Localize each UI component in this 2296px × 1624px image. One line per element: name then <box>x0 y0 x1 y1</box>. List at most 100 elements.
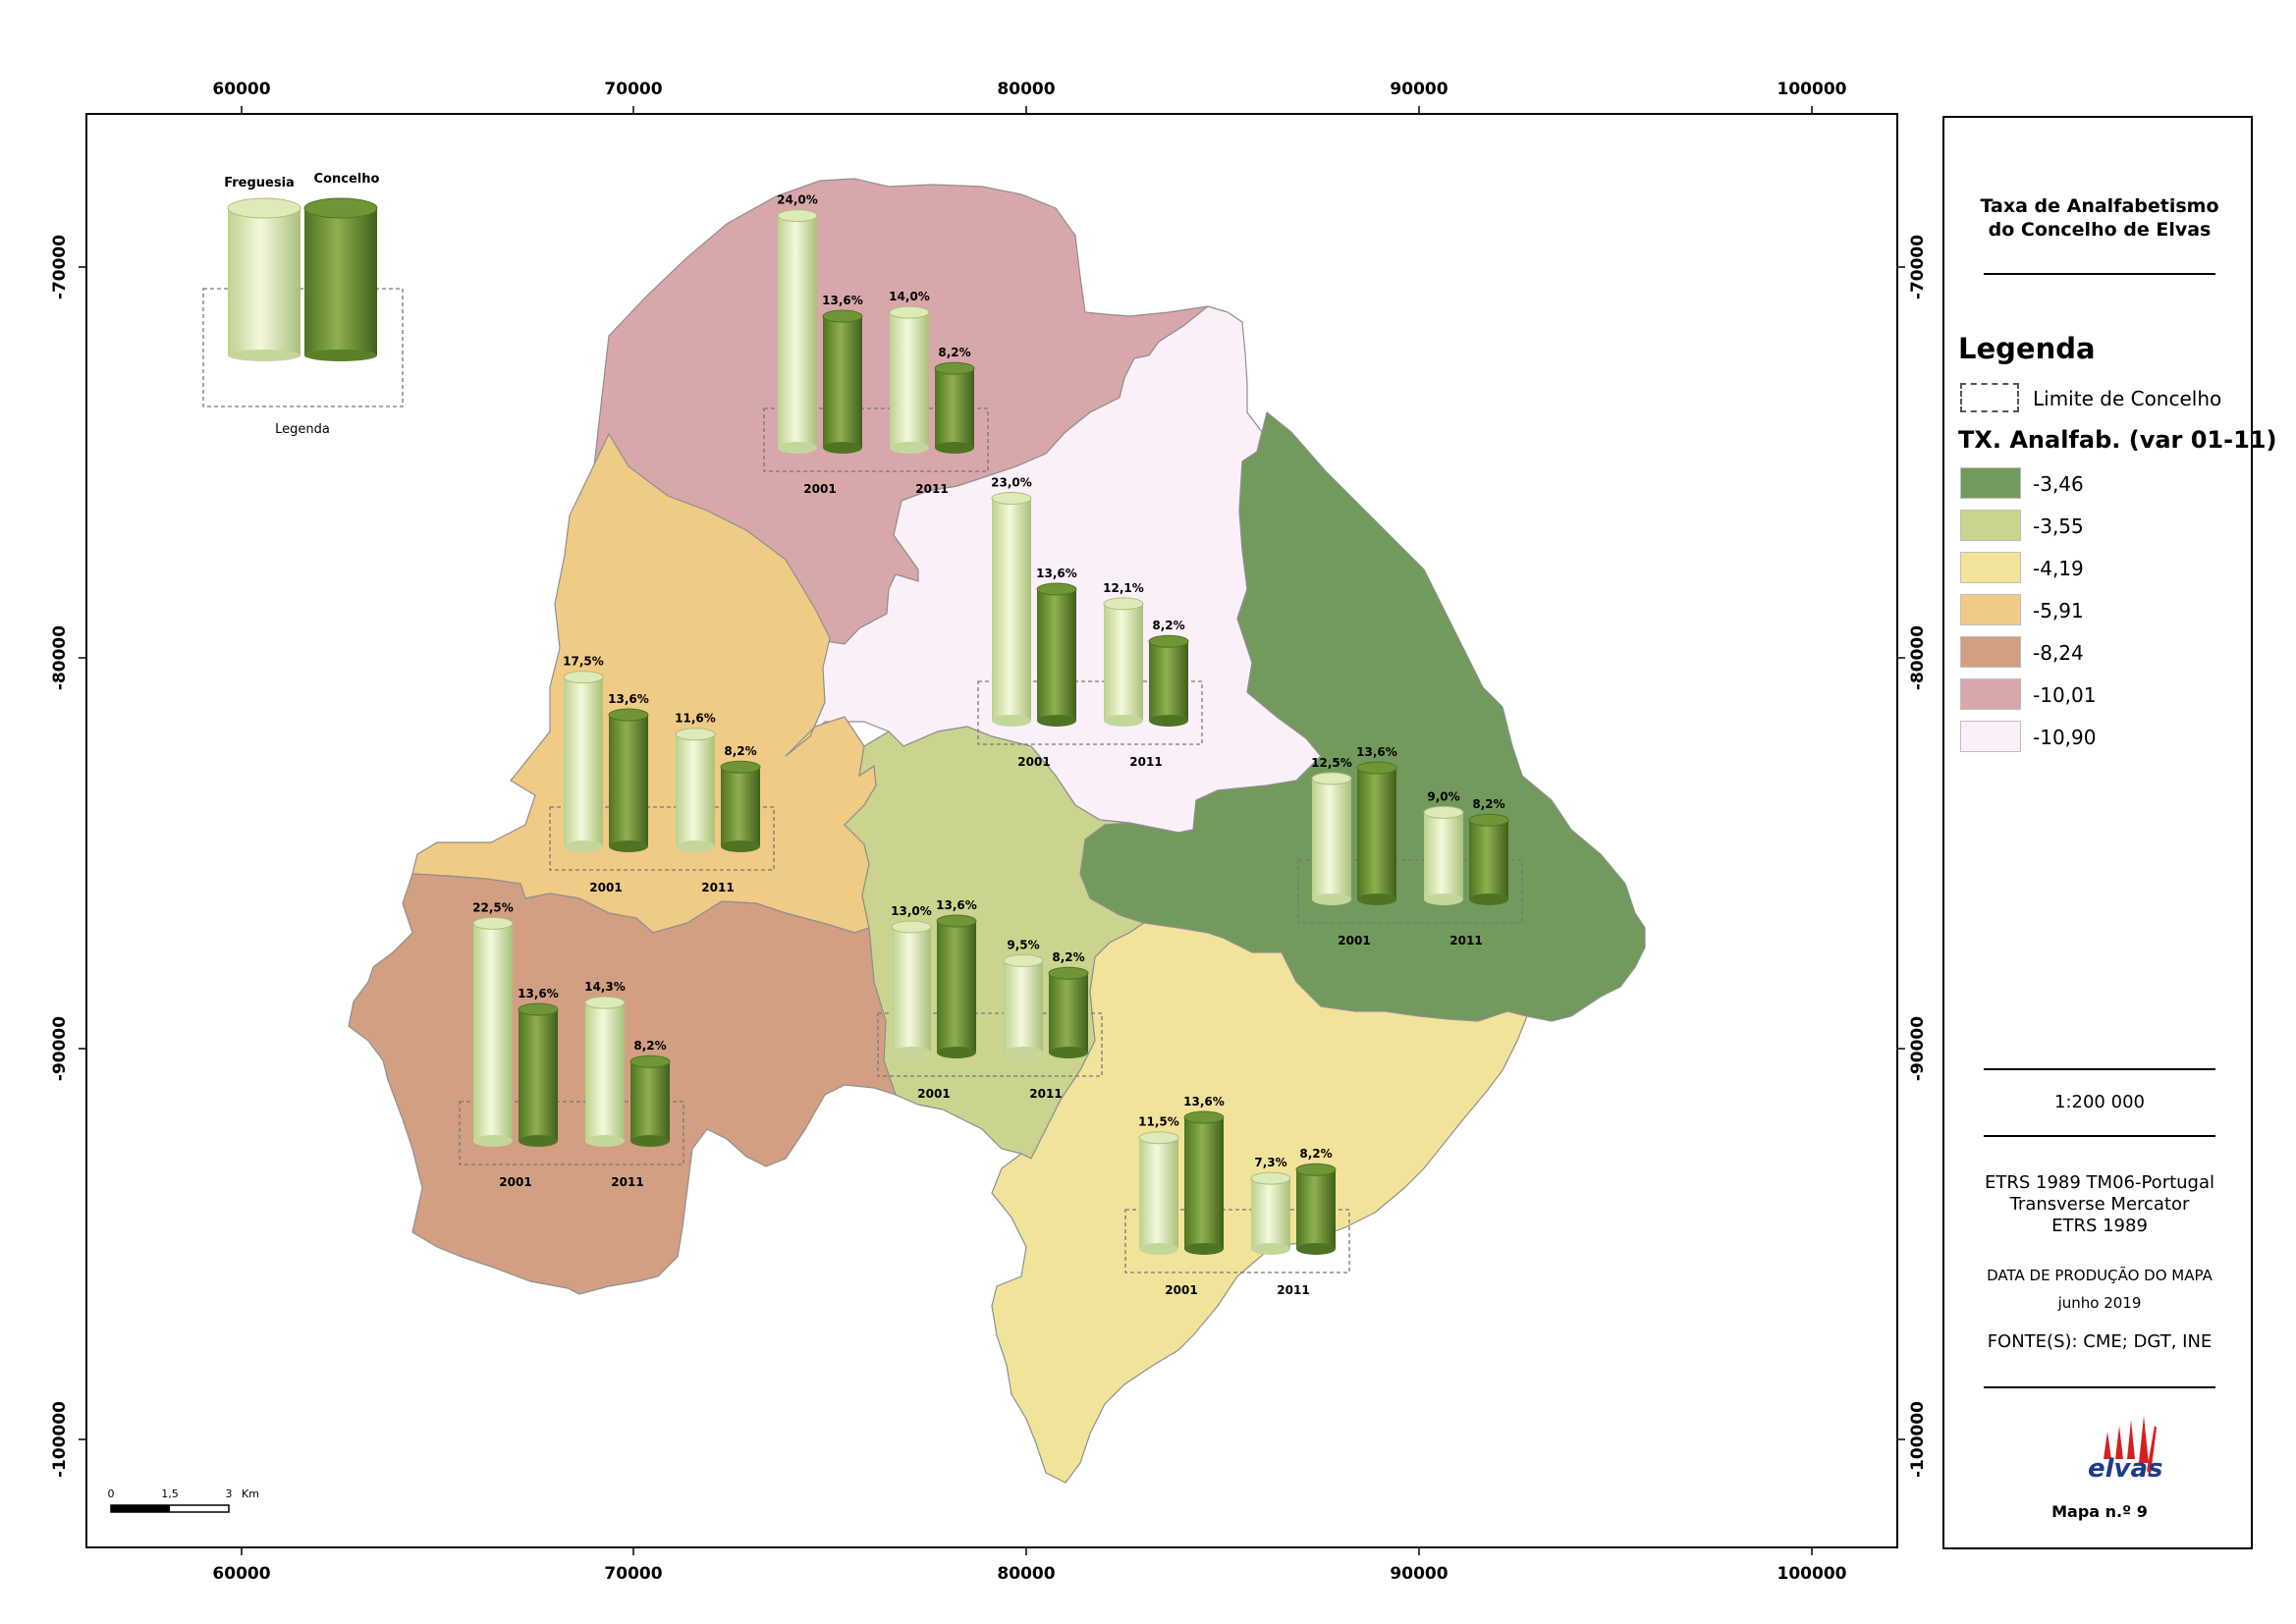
x-tick-label-top: 90000 <box>1390 80 1448 99</box>
y-tick-label-left: -80000 <box>50 625 70 690</box>
bar-top <box>1250 1171 1291 1185</box>
map-title-line-2: do Concelho de Elvas <box>1988 219 2212 241</box>
bar-base <box>992 715 1031 727</box>
concelho-cylinder <box>304 208 377 355</box>
scalebar-label-0: 0 <box>108 1488 115 1500</box>
freguesia-bar <box>1004 960 1043 1053</box>
production-date-heading: DATA DE PRODUÇÃO DO MAPA <box>1987 1267 2213 1284</box>
map-title: Taxa de Analfabetismo do Concelho de Elv… <box>1944 194 2255 242</box>
bar-base <box>1037 715 1076 727</box>
year-label: 2011 <box>915 482 948 496</box>
bar-base <box>1251 1243 1290 1255</box>
class-swatch <box>1960 552 2021 583</box>
bar-base <box>1149 715 1188 727</box>
bar-group-west: 17,5% 13,6% 11,6% 8,2% 2001 2011 <box>549 655 775 894</box>
concelho-bar <box>937 921 976 1053</box>
bar-value-label: 9,5% <box>1007 938 1039 951</box>
bar-value-label: 13,6% <box>608 692 649 706</box>
bar-value-label: 24,0% <box>777 193 818 207</box>
bar-top <box>675 728 716 741</box>
concelho-bar <box>721 767 760 846</box>
year-label: 2001 <box>1165 1283 1197 1297</box>
variable-heading: TX. Analfab. (var 01-11) <box>1958 426 2277 454</box>
class-swatch <box>1960 594 2021 625</box>
class-label: -5,91 <box>2033 599 2084 623</box>
divider <box>1984 1068 2215 1070</box>
divider <box>1984 273 2215 275</box>
year-label: 2001 <box>1338 934 1370 947</box>
bar-top <box>629 1055 671 1068</box>
divider <box>1984 1386 2215 1388</box>
y-tick-label-right: -90000 <box>1908 1016 1928 1081</box>
bar-group-center: 23,0% 13,6% 12,1% 8,2% 2001 2011 <box>977 475 1203 769</box>
bar-top <box>1295 1163 1337 1176</box>
bar-base <box>721 840 760 852</box>
x-tick-label-bottom: 60000 <box>212 1564 270 1584</box>
class-swatch <box>1960 678 2021 710</box>
scalebar-label-1: 1,5 <box>161 1488 179 1500</box>
year-label: 2001 <box>589 881 622 894</box>
bar-group-southeast: 11,5% 13,6% 7,3% 8,2% 2001 2011 <box>1124 1095 1350 1297</box>
projection-info: ETRS 1989 TM06-Portugal Transverse Merca… <box>1944 1172 2255 1237</box>
inset-freguesia-label: Freguesia <box>224 176 295 190</box>
class-label: -8,24 <box>2033 641 2084 665</box>
y-tick-label-right: -100000 <box>1908 1401 1928 1478</box>
freguesia-bar <box>1251 1178 1290 1249</box>
class-label: -4,19 <box>2033 557 2084 580</box>
year-label: 2011 <box>1449 934 1482 947</box>
bar-value-label: 8,2% <box>1152 619 1184 632</box>
bar-top <box>1036 582 1077 596</box>
concelho-bar <box>609 715 648 846</box>
bar-base <box>1469 893 1508 905</box>
concelho-bar <box>823 316 862 448</box>
freguesia-bar <box>1424 812 1463 899</box>
class-item: -5,91 <box>1960 594 2215 627</box>
bar-base <box>823 442 862 454</box>
bar-top <box>1103 597 1144 611</box>
bar-top <box>777 209 818 223</box>
divider <box>1984 1135 2215 1137</box>
bar-top <box>1423 805 1464 819</box>
scalebar-unit: Km <box>242 1488 259 1500</box>
bar-top <box>1311 772 1352 785</box>
bar-value-label: 8,2% <box>1299 1147 1332 1161</box>
year-label: 2001 <box>917 1087 950 1101</box>
bar-base <box>778 442 817 454</box>
bar-base <box>1184 1243 1224 1255</box>
concelho-bar <box>1049 973 1088 1053</box>
scalebar: 0 1,5 3 Km <box>108 1488 259 1513</box>
bar-top <box>608 708 649 722</box>
bar-base <box>890 442 929 454</box>
freguesia-bar <box>676 733 715 846</box>
bar-base <box>1424 893 1463 905</box>
concelho-bar <box>1037 589 1076 721</box>
bar-group-east: 12,5% 13,6% 9,0% 8,2% 2001 2011 <box>1297 745 1523 947</box>
bar-value-label: 13,6% <box>936 898 977 912</box>
concelho-bar <box>630 1061 670 1141</box>
concelho-cylinder-top <box>303 197 378 219</box>
bar-top <box>822 309 863 323</box>
year-label: 2011 <box>611 1175 643 1189</box>
bar-group-frame <box>549 806 775 871</box>
y-tick-label-left: -90000 <box>50 1016 70 1081</box>
map-number: Mapa n.º 9 <box>2051 1502 2148 1521</box>
year-label: 2011 <box>1029 1087 1062 1101</box>
freguesia-bar <box>473 923 513 1141</box>
freguesia-cylinder-base <box>228 350 301 361</box>
bar-value-label: 11,6% <box>675 712 716 726</box>
bar-value-label: 14,0% <box>889 290 930 303</box>
bar-group-frame <box>977 680 1203 745</box>
inset-concelho-label: Concelho <box>314 172 380 187</box>
bar-group-frame <box>1124 1209 1350 1273</box>
y-tick-label-left: -100000 <box>50 1401 70 1478</box>
bar-value-label: 11,5% <box>1138 1115 1179 1129</box>
bar-top <box>1003 953 1044 967</box>
class-item: -10,01 <box>1960 678 2215 712</box>
legend-panel: Taxa de Analfabetismo do Concelho de Elv… <box>1942 116 2276 1549</box>
bar-base <box>1357 893 1396 905</box>
boundary-label: Limite de Concelho <box>2033 387 2222 410</box>
class-item: -3,46 <box>1960 467 2215 501</box>
freguesia-bar <box>564 677 603 846</box>
bar-value-label: 8,2% <box>724 744 756 758</box>
year-label: 2011 <box>1129 755 1162 769</box>
